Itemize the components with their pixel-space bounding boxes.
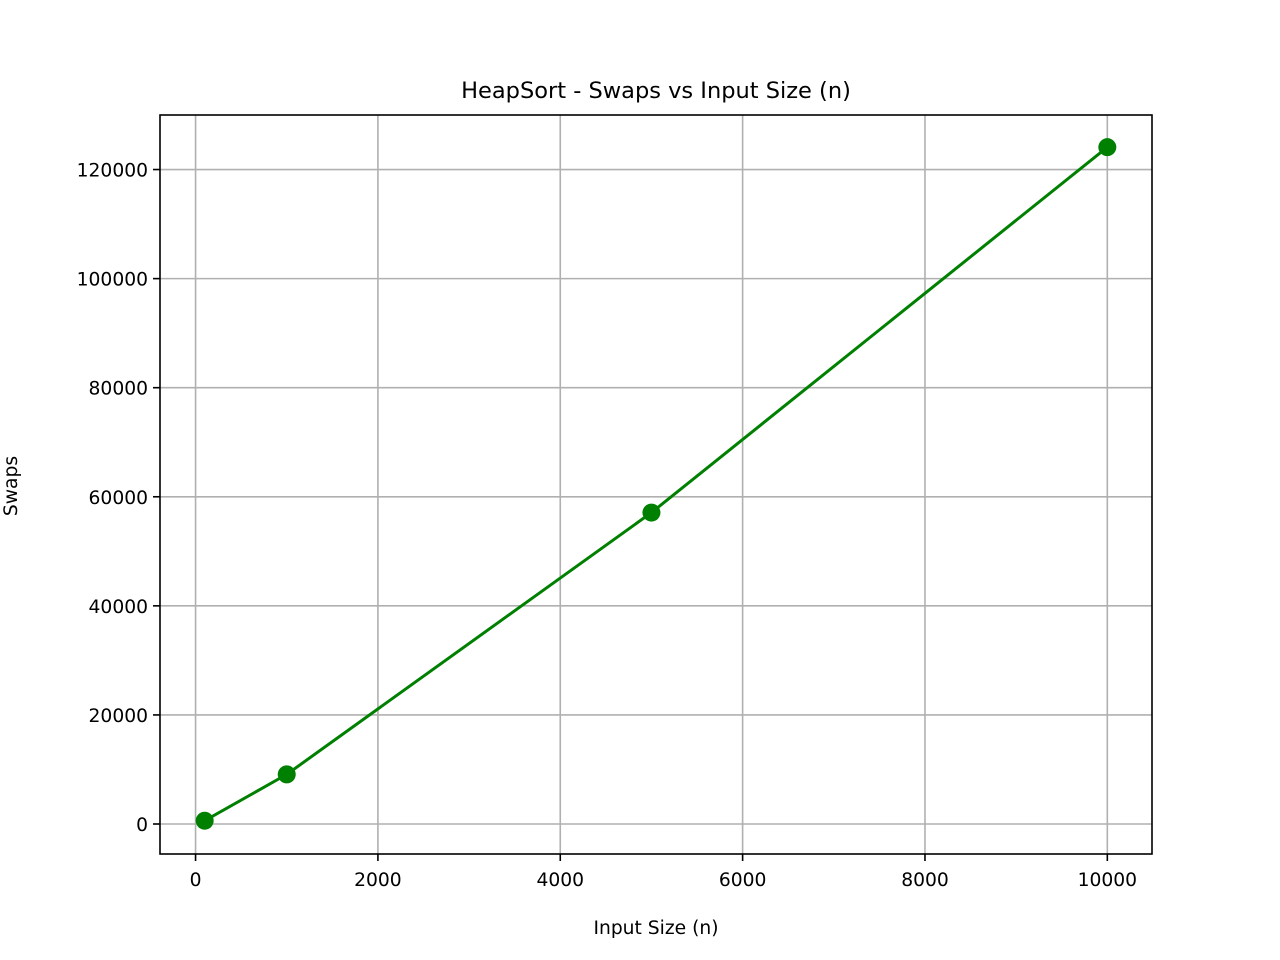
ticks: 0 2000 4000 6000 8000 10000020000400006000080…: [77, 161, 1137, 891]
series-line: [203, 146, 1109, 823]
y-tick-label: 120000: [77, 161, 148, 182]
data-point: [642, 503, 661, 522]
data-point: [195, 811, 214, 830]
y-tick-label: 80000: [89, 379, 148, 400]
x-axis-label: Input Size (n): [593, 918, 718, 939]
y-tick-label: 0: [136, 815, 148, 836]
y-tick-label: 100000: [77, 270, 148, 291]
data-point: [277, 765, 296, 784]
series-layer: [195, 138, 1117, 830]
x-tick-label: 6000: [719, 870, 767, 891]
plot-frame: [159, 114, 1153, 855]
y-tick-label: 40000: [89, 597, 148, 618]
chart-title: HeapSort - Swaps vs Input Size (n): [461, 78, 851, 104]
x-tick-label: 10000: [1078, 870, 1137, 891]
x-tick-label: 2000: [354, 870, 402, 891]
x-tick-label: 8000: [901, 870, 949, 891]
y-tick-label: 20000: [89, 706, 148, 727]
grid: [160, 115, 1152, 854]
y-axis-label: Swaps: [1, 456, 22, 516]
x-tick-label: 4000: [536, 870, 584, 891]
y-tick-label: 60000: [89, 488, 148, 509]
x-tick-label: 0: [190, 870, 202, 891]
data-point: [1098, 138, 1117, 157]
